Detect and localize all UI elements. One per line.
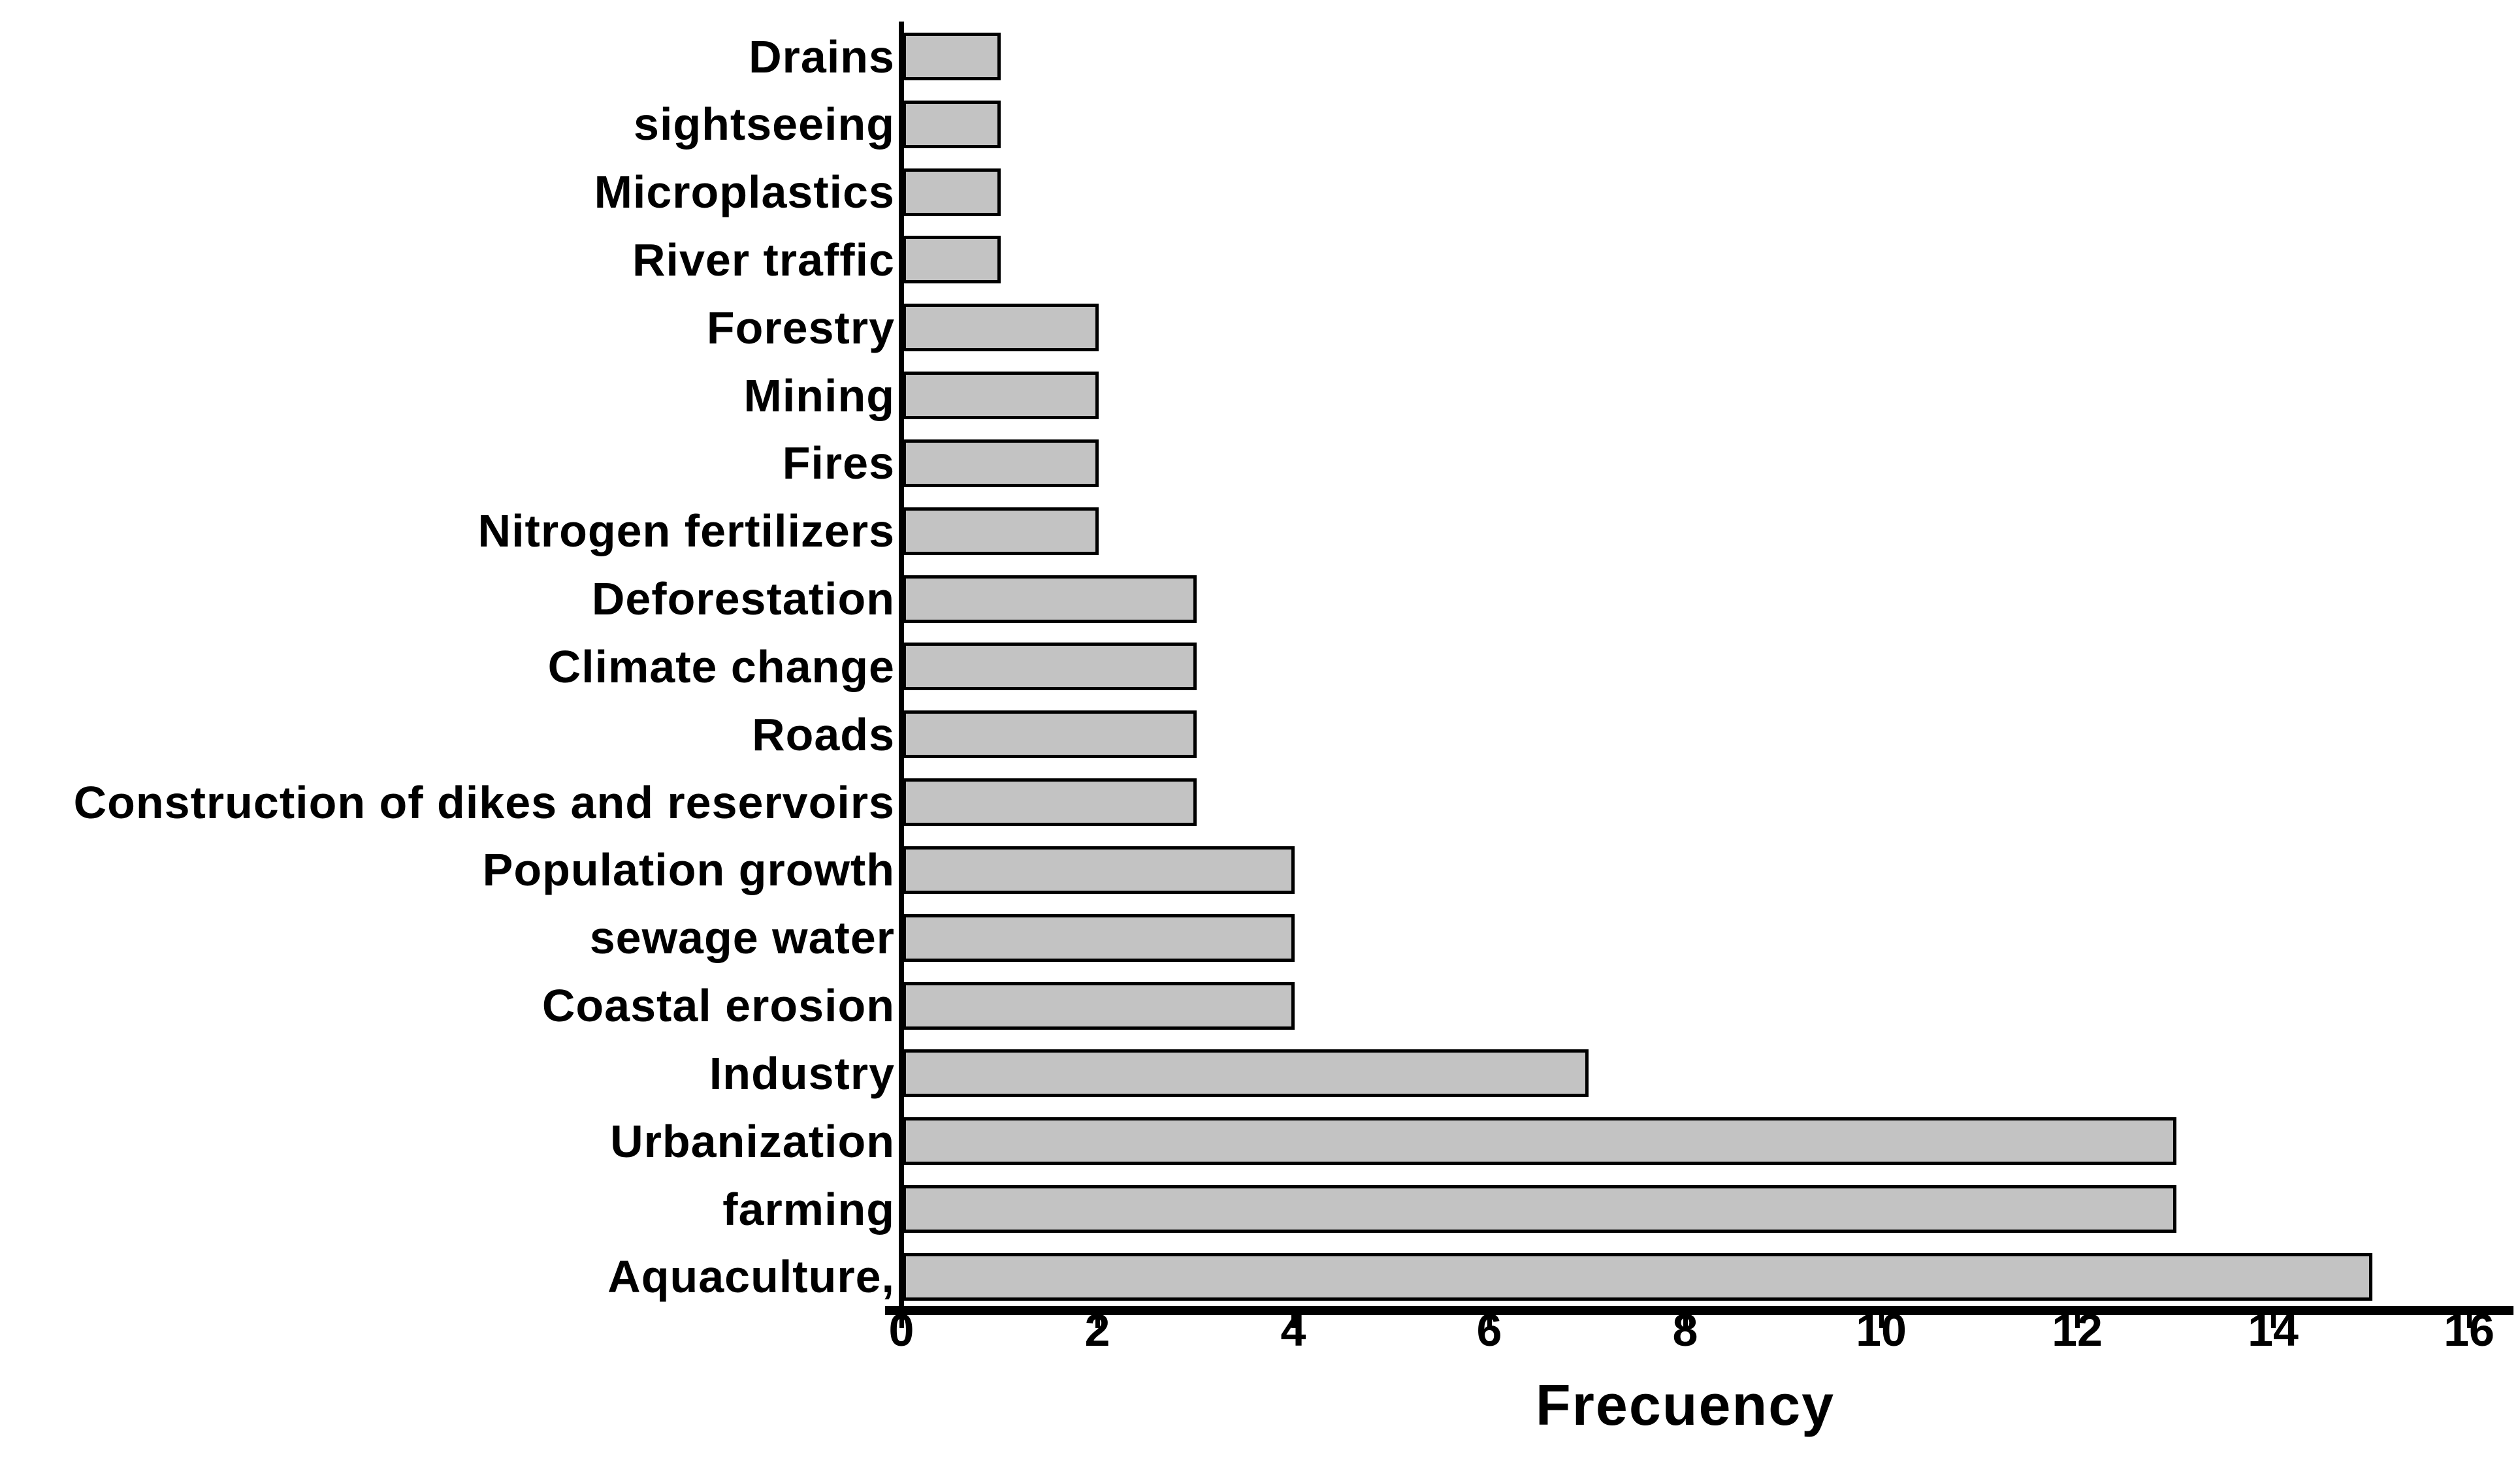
category-label: farming xyxy=(722,1183,895,1235)
chart-row: Microplastics xyxy=(0,167,2520,218)
chart-row: Industry xyxy=(0,1047,2520,1099)
category-label: Aquaculture, xyxy=(607,1251,895,1303)
chart-row: Urbanization xyxy=(0,1115,2520,1167)
category-label: Population growth xyxy=(482,844,895,896)
bar xyxy=(903,507,1099,555)
bar xyxy=(903,439,1099,487)
bar xyxy=(903,236,1001,284)
bar xyxy=(903,710,1197,759)
bar xyxy=(903,1117,2176,1166)
chart-row: River traffic xyxy=(0,234,2520,285)
chart-row: sightseeing xyxy=(0,99,2520,150)
bar xyxy=(903,846,1295,894)
category-label: Microplastics xyxy=(594,167,895,218)
category-label: Industry xyxy=(709,1047,895,1099)
chart-row: Deforestation xyxy=(0,573,2520,625)
bar xyxy=(903,914,1295,962)
bar-rows: Drains sightseeing Microplastics River traf… xyxy=(0,31,2520,1303)
category-label: Forestry xyxy=(706,302,895,353)
x-axis-title: Frecuency xyxy=(1535,1373,1835,1437)
bar xyxy=(903,168,1001,216)
category-label: Drains xyxy=(749,31,895,82)
chart-row: Fires xyxy=(0,437,2520,489)
chart-row: Coastal erosion xyxy=(0,980,2520,1032)
x-tick-mark xyxy=(899,1315,904,1328)
bar xyxy=(903,575,1197,623)
chart-row: sewage water xyxy=(0,912,2520,964)
bar xyxy=(903,372,1099,420)
category-label: Construction of dikes and reservoirs xyxy=(73,776,895,828)
chart-row: Roads xyxy=(0,708,2520,760)
category-label: Urbanization xyxy=(610,1115,895,1167)
category-label: Nitrogen fertilizers xyxy=(477,505,895,557)
category-label: Mining xyxy=(743,370,895,421)
chart-row: Forestry xyxy=(0,302,2520,353)
x-axis-line xyxy=(885,1306,2513,1315)
x-tick-label: 2 xyxy=(1084,1305,1110,1356)
x-tick-label: 14 xyxy=(2248,1305,2299,1356)
x-tick-mark xyxy=(2075,1315,2080,1328)
x-tick-mark xyxy=(1487,1315,1492,1328)
bar xyxy=(903,981,1295,1030)
category-label: Coastal erosion xyxy=(541,980,895,1032)
chart-row: Drains xyxy=(0,31,2520,82)
bar xyxy=(903,1252,2372,1301)
category-label: Fires xyxy=(782,437,895,489)
x-tick-mark xyxy=(2466,1315,2472,1328)
bar xyxy=(903,643,1197,691)
bar xyxy=(903,1185,2176,1233)
category-label: Deforestation xyxy=(591,573,895,625)
chart-row: Aquaculture, xyxy=(0,1251,2520,1303)
chart-row: Nitrogen fertilizers xyxy=(0,505,2520,557)
x-tick-mark xyxy=(2270,1315,2276,1328)
chart-row: Population growth xyxy=(0,844,2520,896)
category-label: sewage water xyxy=(589,912,895,964)
x-tick-mark xyxy=(1683,1315,1688,1328)
x-tick-label: 12 xyxy=(2052,1305,2103,1356)
x-tick-mark xyxy=(1291,1315,1296,1328)
x-tick-mark xyxy=(1879,1315,1884,1328)
bar xyxy=(903,33,1001,80)
x-tick-label: 4 xyxy=(1280,1305,1306,1356)
category-label: River traffic xyxy=(632,234,895,285)
x-tick-label: 8 xyxy=(1672,1305,1698,1356)
chart-row: farming xyxy=(0,1183,2520,1235)
x-tick-label: 0 xyxy=(888,1305,914,1356)
bar xyxy=(903,304,1099,352)
x-tick-label: 10 xyxy=(1856,1305,1907,1356)
x-tick-label: 16 xyxy=(2444,1305,2495,1356)
bar xyxy=(903,778,1197,827)
x-tick-label: 6 xyxy=(1476,1305,1502,1356)
category-label: sightseeing xyxy=(634,99,895,150)
bar xyxy=(903,1049,1589,1098)
category-label: Climate change xyxy=(547,641,895,692)
chart-row: Mining xyxy=(0,370,2520,421)
chart-row: Construction of dikes and reservoirs xyxy=(0,776,2520,828)
x-tick-mark xyxy=(1095,1315,1100,1328)
y-axis-line xyxy=(899,22,904,1315)
category-label: Roads xyxy=(752,708,895,760)
chart-row: Climate change xyxy=(0,641,2520,692)
bar xyxy=(903,100,1001,148)
